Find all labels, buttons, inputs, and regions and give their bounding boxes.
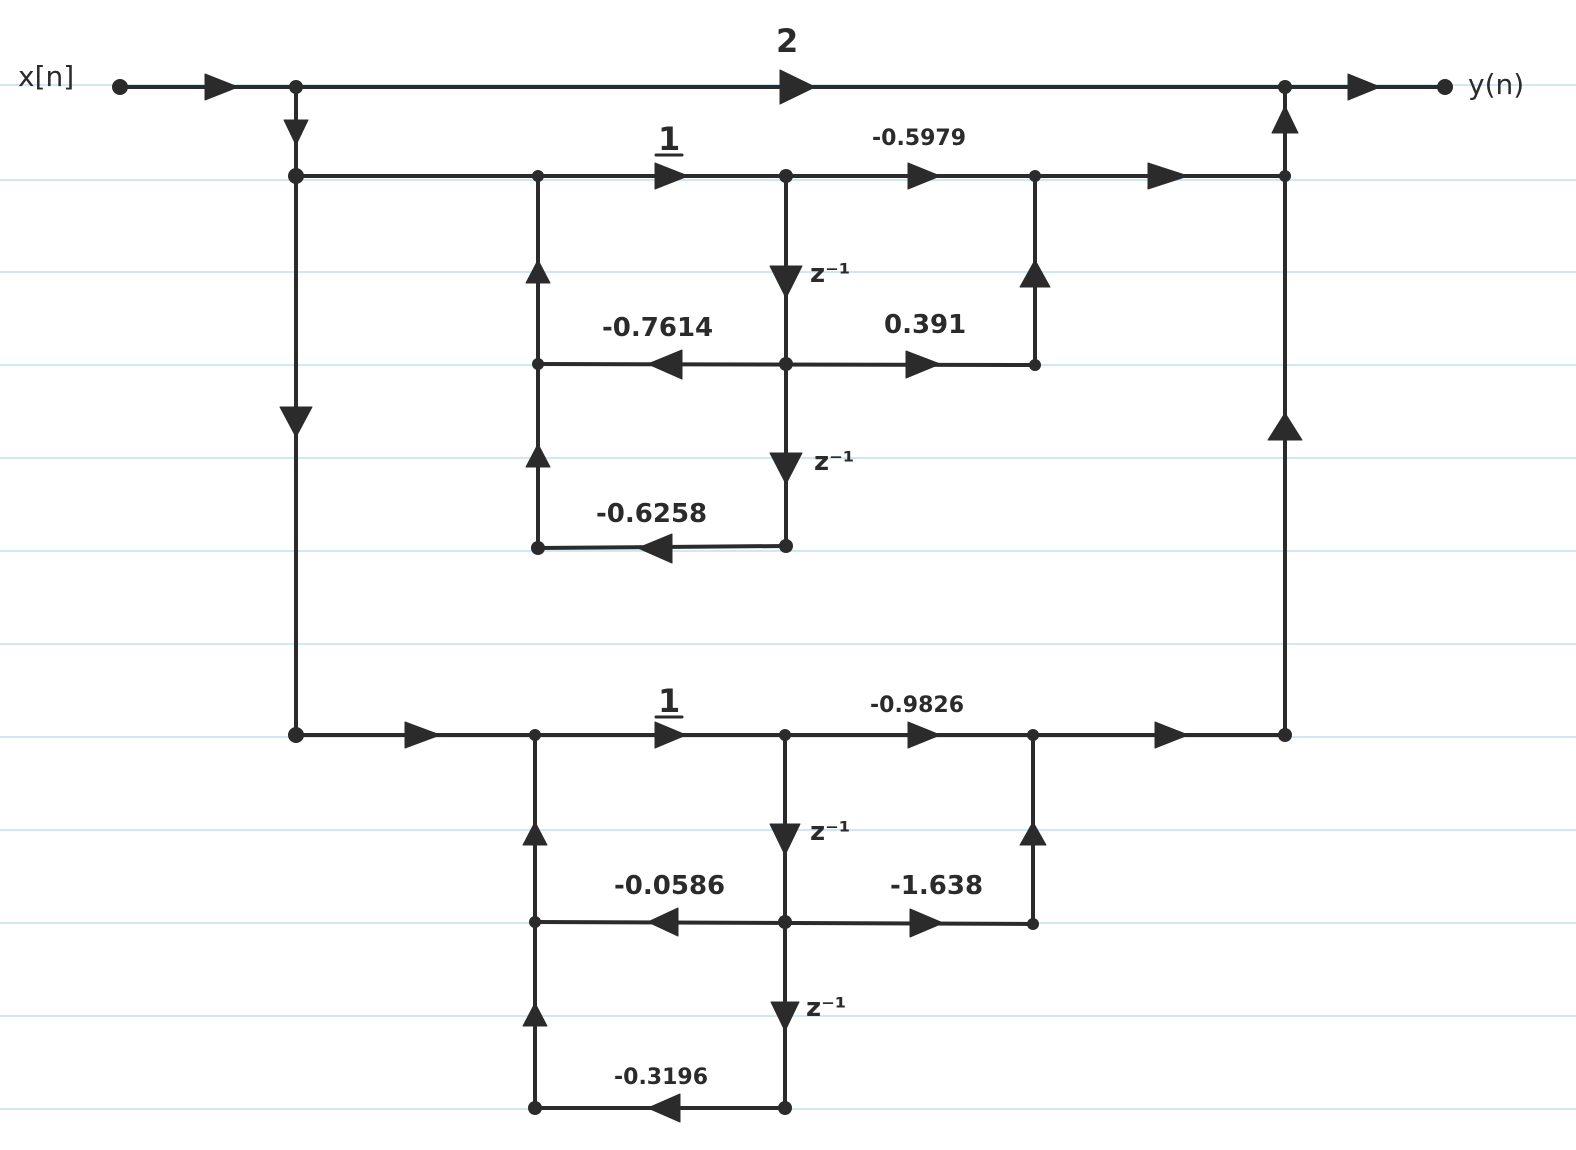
s1-b1-label: -0.5979 — [872, 126, 966, 151]
arrow-left-trunk-top — [283, 119, 309, 146]
arrow-s2-left-up2 — [522, 1002, 548, 1027]
arrow-s1-right-up — [1019, 259, 1051, 288]
s1-delay1-label: z⁻¹ — [810, 259, 850, 289]
arrow-s2-b2 — [909, 908, 944, 938]
arrow-s2-a1 — [647, 907, 679, 937]
arrow-output — [1347, 73, 1381, 101]
arrow-direct-gain — [779, 69, 816, 105]
arrow-s1-b2 — [905, 350, 941, 379]
input-node — [112, 79, 128, 95]
s1-node — [1279, 170, 1291, 182]
arrow-s1-out — [1147, 162, 1189, 190]
arrow-s2-forward — [654, 721, 687, 749]
arrow-left-trunk-mid — [279, 406, 313, 438]
wires — [118, 85, 1447, 1110]
s1-forward-gain-label: 1 — [658, 120, 680, 158]
arrow-input — [204, 73, 239, 101]
s1-a1-label: -0.7614 — [602, 313, 713, 343]
s1-node — [1029, 170, 1041, 182]
arrow-s2-delay1 — [769, 823, 801, 856]
s2-node — [528, 1101, 542, 1115]
arrow-s1-left-up1 — [525, 259, 551, 284]
s1-a2-label: -0.6258 — [596, 499, 707, 529]
arrow-s2-right-up — [1019, 821, 1047, 846]
arrow-s2-delay2 — [770, 1001, 800, 1032]
input-label: x[n] — [18, 60, 74, 93]
arrow-right-trunk-mid — [1267, 412, 1303, 441]
s2-delay1-label: z⁻¹ — [810, 817, 850, 847]
arrow-s1-left-up2 — [525, 443, 551, 468]
s2-node — [778, 915, 792, 929]
labels: x[n] y(n) 2 1 -0.5979 z⁻¹ -0.7614 0.391 … — [18, 22, 1524, 1090]
arrow-s1-forward — [654, 162, 689, 190]
s1-node — [1029, 359, 1041, 371]
s1-node — [779, 539, 793, 553]
direct-gain-label: 2 — [776, 22, 798, 60]
arrow-s1-a1 — [647, 349, 683, 380]
s2-b1-label: -0.9826 — [870, 693, 964, 718]
arrow-s2-left-up1 — [522, 821, 548, 846]
s1-delay2-label: z⁻¹ — [814, 447, 854, 477]
s2-node — [779, 729, 791, 741]
s2-node — [778, 1101, 792, 1115]
s2-node — [529, 916, 541, 928]
s2-node — [1278, 728, 1292, 742]
arrow-s1-delay1 — [769, 265, 803, 299]
s1-node — [779, 357, 793, 371]
arrow-s1-b1 — [907, 162, 941, 190]
branch-node — [289, 80, 303, 94]
s1-node — [288, 168, 304, 184]
s1-node — [532, 170, 544, 182]
s2-delay2-label: z⁻¹ — [806, 993, 846, 1023]
s2-node — [529, 729, 541, 741]
arrow-s2-a2 — [647, 1093, 681, 1123]
arrow-s2-b1 — [907, 721, 941, 749]
arrow-s2-in — [404, 721, 441, 749]
s2-node — [288, 727, 304, 743]
arrow-s1-a2 — [637, 533, 673, 564]
s2-b2-label: -1.638 — [890, 871, 983, 901]
s1-node — [779, 169, 793, 183]
nodes — [112, 79, 1453, 1115]
s2-node — [1027, 729, 1039, 741]
arrow-s2-out — [1154, 721, 1189, 749]
output-label: y(n) — [1468, 68, 1524, 101]
s2-a1-label: -0.0586 — [614, 871, 725, 901]
sum-node — [1278, 80, 1292, 94]
s1-b2-label: 0.391 — [884, 310, 966, 340]
output-node — [1437, 79, 1453, 95]
s2-node — [1027, 918, 1039, 930]
arrow-s1-delay2 — [769, 452, 803, 485]
s2-a2-label: -0.3196 — [614, 1065, 708, 1090]
s1-node — [532, 358, 544, 370]
s2-forward-gain-label: 1 — [658, 682, 680, 720]
arrows — [204, 69, 1381, 1123]
arrow-right-trunk-top — [1271, 105, 1299, 134]
s1-node — [531, 541, 545, 555]
